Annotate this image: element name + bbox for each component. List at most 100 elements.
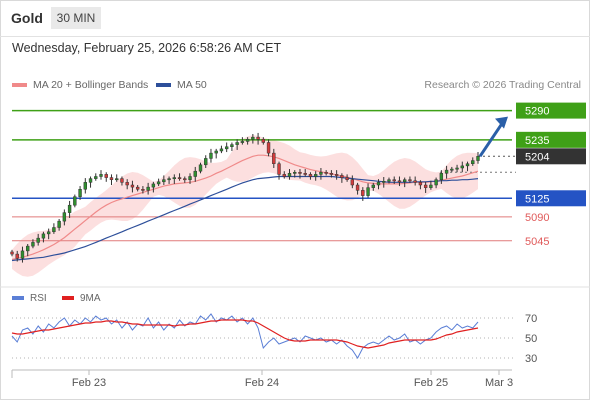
candle-body: [408, 179, 412, 182]
price-label-5235: 5235: [525, 135, 549, 147]
rsi-level-label-30: 30: [525, 353, 537, 365]
candle-body: [287, 173, 292, 177]
candle-body: [418, 182, 423, 186]
candle-body: [198, 164, 203, 172]
candle-body: [26, 245, 30, 252]
candle-body: [434, 179, 438, 186]
candle-body: [109, 177, 114, 180]
candle-body: [282, 174, 286, 177]
candle-body: [319, 171, 323, 175]
candle-body: [455, 167, 459, 170]
candle-body: [261, 139, 266, 143]
candle-body: [277, 163, 281, 175]
candle-body: [371, 184, 375, 188]
ma50-swatch: [156, 83, 171, 88]
bollinger-band: [12, 135, 478, 277]
top-bar: Gold 30 MIN: [0, 0, 590, 37]
candle-body: [115, 178, 119, 181]
legend-rsi: RSI: [12, 293, 47, 304]
candle-body: [387, 179, 391, 182]
candle-body: [324, 171, 328, 174]
rsi-swatch: [12, 296, 24, 301]
timeframe-badge[interactable]: 30 MIN: [51, 7, 101, 29]
symbol-label: Gold: [11, 10, 43, 26]
candle-body: [219, 148, 224, 152]
x-tick-label: Feb 23: [72, 377, 106, 389]
rsi-ma-line: [11, 319, 479, 349]
candle-body: [303, 173, 307, 175]
ma20-swatch: [12, 83, 27, 88]
rsi-level-label-50: 50: [525, 333, 537, 345]
candle-body: [88, 178, 93, 183]
candle-body: [209, 152, 213, 159]
candle-body: [120, 178, 124, 183]
candle-body: [177, 177, 182, 180]
ma20-line: [11, 154, 479, 260]
candle-body: [266, 142, 271, 154]
candle-body: [162, 179, 166, 183]
candle-body: [382, 181, 386, 183]
candle-body: [256, 136, 260, 140]
candle-body: [36, 237, 40, 243]
candle-body: [245, 139, 250, 142]
legend-ma20: MA 20 + Bollinger Bands: [12, 79, 148, 91]
candle-body: [41, 233, 46, 239]
timestamp: Wednesday, February 25, 2026 6:58:26 AM …: [12, 41, 282, 55]
candle-body: [130, 184, 135, 188]
candle-body: [345, 177, 349, 180]
candle-body: [361, 190, 365, 196]
candle-body: [355, 184, 360, 191]
projection-arrow-head: [495, 116, 508, 129]
candle-body: [151, 183, 156, 188]
candle-body: [397, 180, 402, 183]
candle-body: [376, 182, 381, 186]
projection-arrow: [478, 119, 506, 158]
x-tick-label: Mar 3: [485, 377, 513, 389]
candle-body: [366, 187, 370, 196]
candle-body: [392, 179, 396, 182]
candle-body: [204, 158, 208, 166]
candle-body: [413, 180, 417, 183]
legend-rsi-ma: 9MA: [62, 293, 101, 304]
candle-body: [10, 251, 14, 255]
rsi-label: RSI: [30, 293, 47, 304]
candle-body: [135, 186, 140, 190]
candle-body: [46, 231, 51, 235]
candle-body: [146, 186, 150, 191]
ma50-line: [11, 175, 479, 262]
candle-body: [403, 179, 407, 183]
price-tag-5125: [516, 190, 586, 207]
candle-body: [78, 189, 82, 197]
candle-body: [423, 184, 428, 188]
price-label-5090: 5090: [525, 212, 549, 224]
price-tag-5290: [516, 102, 586, 119]
candle-body: [471, 160, 475, 164]
candle-body: [240, 141, 245, 143]
candle-body: [183, 178, 187, 181]
candle-body: [476, 156, 480, 161]
candle-body: [193, 170, 197, 177]
candle-body: [329, 173, 334, 175]
price-label-5045: 5045: [525, 236, 549, 248]
candle-body: [15, 253, 19, 259]
candle-body: [450, 168, 454, 171]
price-label-5204: 5204: [525, 151, 549, 163]
candle-body: [334, 174, 339, 176]
candle-body: [104, 174, 108, 178]
candle-body: [99, 174, 103, 177]
candle-body: [94, 176, 98, 179]
price-label-5125: 5125: [525, 193, 549, 205]
research-credit: Research © 2026 Trading Central: [424, 79, 581, 91]
candle-body: [20, 250, 25, 259]
candle-body: [125, 182, 129, 186]
candle-body: [444, 169, 449, 174]
candle-body: [340, 175, 344, 178]
candle-body: [57, 220, 61, 228]
candle-body: [167, 178, 171, 181]
price-tag-5204: [516, 148, 586, 165]
candle-body: [230, 144, 234, 147]
candle-body: [308, 174, 313, 177]
candle-body: [235, 142, 239, 145]
candle-body: [188, 176, 192, 180]
candle-body: [350, 179, 355, 186]
